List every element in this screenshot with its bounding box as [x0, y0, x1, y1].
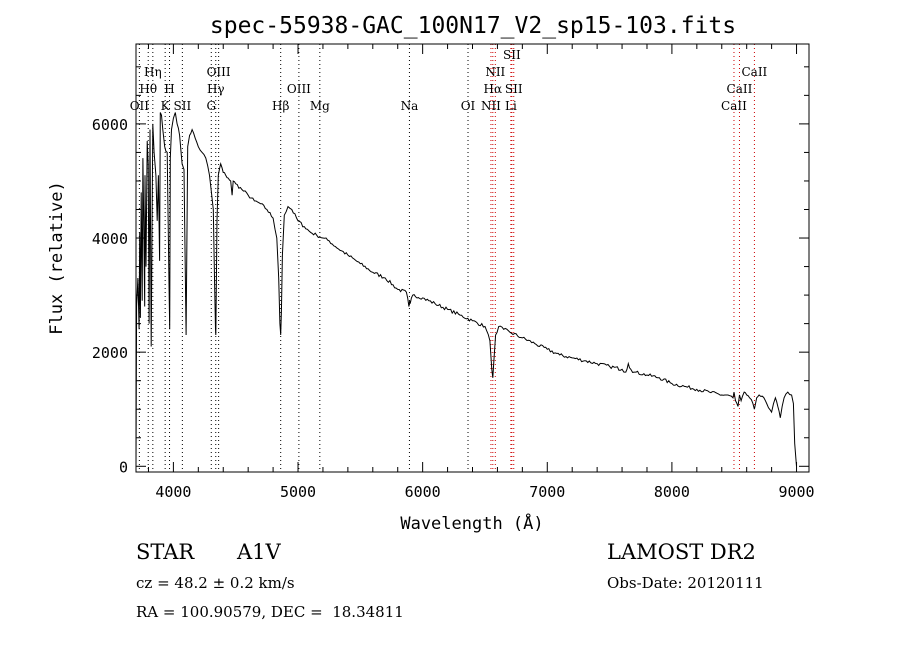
spectral-line-label: Hβ	[272, 99, 289, 113]
spectral-line-label: Na	[401, 99, 419, 113]
spectral-line-label: CaII	[741, 65, 767, 79]
spectrum-series-line	[135, 112, 797, 467]
y-ticks-layer: 0 2000 4000 6000	[92, 66, 809, 476]
spectral-line-label: NII	[485, 65, 505, 79]
y-axis-label: Flux (relative)	[47, 181, 67, 335]
spectral-line-label: G	[206, 99, 216, 113]
spectral-line-label: CaII	[721, 99, 747, 113]
x-tick-label: 8000	[654, 483, 690, 501]
x-tick-label: 4000	[155, 483, 191, 501]
spectral-line-label: NII	[481, 99, 501, 113]
spectral-line-label: Hη	[144, 65, 162, 79]
object-class: STAR	[136, 540, 195, 564]
y-tick-label: 0	[119, 458, 128, 476]
spectral-line-label: SII	[503, 48, 521, 62]
spectral-lines-layer	[138, 44, 755, 472]
spectral-line-label: Mg	[310, 99, 330, 113]
spectral-line-label: K	[161, 99, 171, 113]
spectral-line-label: OIII	[207, 65, 231, 79]
spectral-line-label: OIII	[287, 82, 311, 96]
x-tick-label: 9000	[778, 483, 814, 501]
y-tick-label: 4000	[92, 230, 128, 248]
spectral-line-label: SII	[174, 99, 192, 113]
y-tick-label: 2000	[92, 344, 128, 362]
spectral-line-label: Li	[505, 99, 517, 113]
spectral-line-label: H	[164, 82, 174, 96]
x-tick-label: 6000	[405, 483, 441, 501]
coordinates: RA = 100.90579, DEC = 18.34811	[136, 603, 404, 621]
spectral-line-label: SII	[505, 82, 523, 96]
spectral-line-label: OI	[461, 99, 476, 113]
spectral-line-label: Hγ	[207, 82, 225, 96]
redshift-info: cz = 48.2 ± 0.2 km/s	[136, 574, 295, 592]
chart-title: spec-55938-GAC_100N17_V2_sp15-103.fits	[210, 13, 736, 39]
obs-date: Obs-Date: 20120111	[607, 574, 764, 592]
series-layer	[135, 112, 797, 467]
spectral-line-label: OII	[130, 99, 150, 113]
spectral-line-label: Hθ	[139, 82, 157, 96]
survey-name: LAMOST DR2	[607, 540, 756, 564]
x-tick-label: 5000	[280, 483, 316, 501]
spectral-subclass: A1V	[237, 540, 281, 564]
x-axis-label: Wavelength (Å)	[400, 512, 543, 534]
y-tick-label: 6000	[92, 116, 128, 134]
x-ticks-layer: 4000 5000 6000 7000 8000 9000	[147, 44, 815, 501]
spectral-line-label: Hα	[484, 82, 503, 96]
spectral-line-label: CaII	[727, 82, 753, 96]
x-tick-label: 7000	[529, 483, 565, 501]
